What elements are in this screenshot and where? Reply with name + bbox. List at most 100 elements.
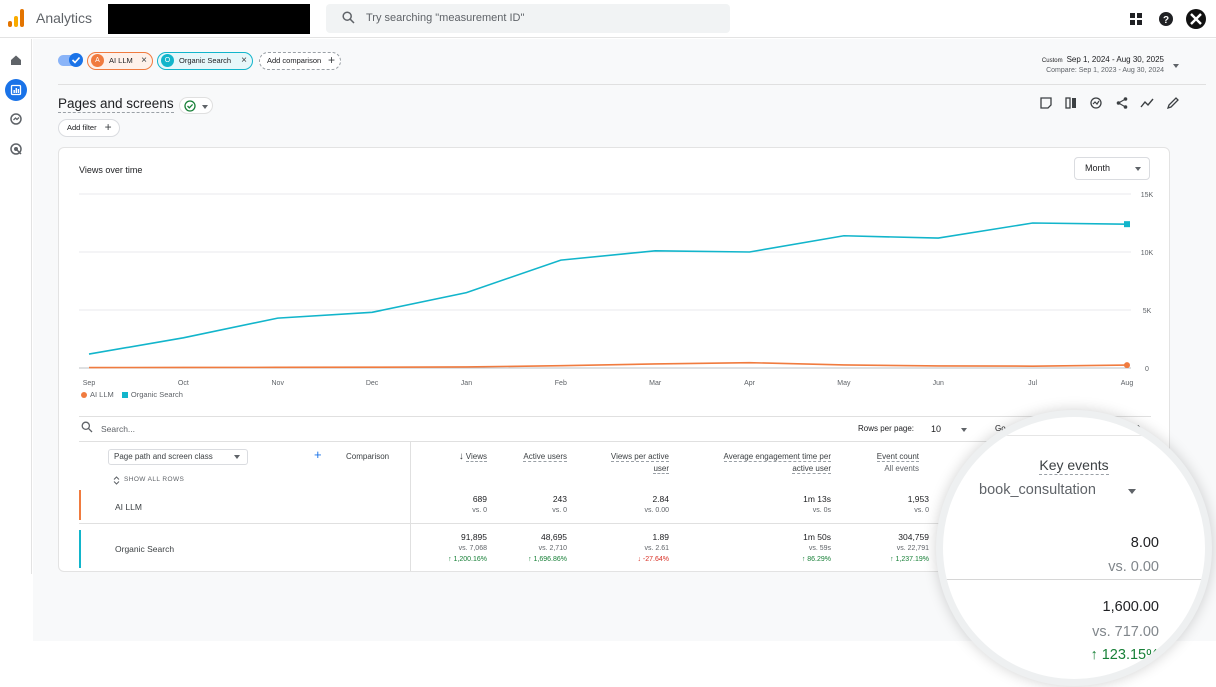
row-label-ai-llm[interactable]: AI LLM: [115, 502, 142, 512]
y-tick-label: 5K: [1143, 308, 1152, 315]
chip-label: AI LLM: [109, 56, 133, 65]
col-header-engagement-time[interactable]: Average engagement time per active user: [723, 452, 831, 474]
col-header-event-count[interactable]: Event count All events: [876, 452, 919, 473]
bar-chart-icon: [10, 84, 22, 96]
cell-delta: ↑ 1,237.19%: [890, 556, 929, 563]
expand-icon: [113, 476, 120, 485]
dimension-select[interactable]: Page path and screen class: [108, 449, 248, 465]
cell-delta: ↑ 1,696.86%: [528, 556, 567, 563]
cell-compare: vs. 7,068: [458, 545, 487, 552]
cell-compare: vs. 0: [914, 507, 929, 514]
account-selector-redacted[interactable]: [108, 4, 310, 34]
key-event-name[interactable]: book_consultation: [979, 482, 1096, 498]
comparison-toggle[interactable]: [58, 53, 83, 67]
chevron-down-icon[interactable]: [1128, 489, 1136, 494]
close-icon[interactable]: ×: [241, 55, 247, 66]
comparison-chip-ai-llm[interactable]: A AI LLM ×: [87, 52, 153, 70]
insights-icon[interactable]: [1089, 96, 1103, 110]
search-icon: [342, 11, 355, 24]
legend-swatch-ai-llm: [81, 392, 87, 398]
x-tick-label: Feb: [555, 380, 567, 387]
svg-text:?: ?: [1163, 15, 1169, 26]
rows-per-page-select[interactable]: 10: [931, 424, 942, 434]
share-icon[interactable]: [1115, 96, 1129, 110]
cell-value: 243: [552, 494, 567, 504]
granularity-value: Month: [1085, 163, 1111, 173]
series-line-ai-llm: [88, 361, 1128, 369]
chevron-down-icon[interactable]: [961, 428, 967, 432]
report-status-button[interactable]: [179, 97, 213, 114]
key-events-organic-value: 1,600.00: [1102, 599, 1159, 615]
views-line-chart: 15K 10K 5K 0 Sep Oct Nov Dec Jan Feb Mar Apr May Jun J…: [79, 192, 1154, 387]
series-line-organic-search: [88, 222, 1128, 355]
key-events-header[interactable]: Key events: [1039, 457, 1109, 475]
x-tick-label: Nov: [272, 380, 285, 387]
top-bar: Analytics Try searching "measurement ID"…: [0, 0, 1216, 38]
plus-icon: +: [104, 120, 112, 134]
row-divider: [943, 579, 1205, 580]
x-tick-label: Apr: [744, 380, 756, 387]
table-cell: 689 vs. 0: [397, 494, 487, 516]
table-cell: 1m 13s vs. 0s: [741, 494, 831, 516]
row-label-organic-search[interactable]: Organic Search: [115, 544, 175, 554]
plus-icon: +: [327, 53, 335, 67]
y-tick-label: 15K: [1141, 192, 1154, 199]
cell-compare: vs. 2,710: [538, 545, 567, 552]
compare-icon[interactable]: [1064, 96, 1078, 110]
compare-range: Compare: Sep 1, 2023 - Aug 30, 2024: [1046, 67, 1164, 74]
legend-swatch-organic: [121, 392, 128, 398]
show-all-rows-button[interactable]: SHOW ALL ROWS: [124, 476, 185, 483]
search-input[interactable]: Try searching "measurement ID": [326, 4, 730, 33]
advertising-icon[interactable]: [5, 138, 27, 160]
col-header-views[interactable]: ↓ Views: [458, 451, 487, 462]
granularity-select[interactable]: Month: [1074, 157, 1150, 180]
x-tick-label: Aug: [1121, 380, 1134, 387]
x-tick-label: Jun: [933, 380, 944, 387]
cell-compare: vs. 2.61: [644, 545, 669, 552]
explore-icon[interactable]: [5, 108, 27, 130]
comparison-chip-organic-search[interactable]: O Organic Search ×: [157, 52, 253, 70]
help-icon[interactable]: ?: [1156, 9, 1176, 29]
search-icon: [81, 421, 93, 433]
y-tick-label: 0: [1145, 366, 1149, 373]
cell-compare: vs. 59s: [808, 545, 831, 552]
legend-organic: Organic Search: [130, 390, 183, 399]
cell-value: 48,695: [541, 532, 567, 542]
table-cell: 1m 50s vs. 59s ↑ 86.29%: [741, 532, 831, 565]
date-prefix: Custom: [1041, 58, 1063, 64]
cell-value: 1m 13s: [803, 494, 831, 504]
analytics-logo-icon[interactable]: [8, 9, 24, 27]
dimension-label: Page path and screen class: [114, 452, 213, 461]
add-comparison-label: Add comparison: [267, 56, 322, 65]
left-nav: [0, 39, 32, 574]
cell-value: 91,895: [461, 532, 487, 542]
note-icon[interactable]: [1039, 96, 1053, 110]
chevron-down-icon[interactable]: [1173, 64, 1179, 68]
cell-compare: vs. 0s: [812, 507, 831, 514]
x-tick-label: Dec: [366, 380, 379, 387]
col-header-active-users[interactable]: Active users: [523, 452, 567, 462]
add-dimension-plus-icon[interactable]: +: [314, 447, 322, 462]
table-search-input[interactable]: Search...: [101, 424, 136, 434]
edit-pencil-icon[interactable]: [1166, 96, 1180, 110]
rows-per-page-label: Rows per page:: [858, 424, 915, 433]
y-tick-label: 10K: [1141, 250, 1154, 257]
page-title: Pages and screens: [58, 96, 174, 113]
reports-icon[interactable]: [5, 79, 27, 101]
cell-compare: vs. 0: [472, 507, 487, 514]
account-avatar[interactable]: [1185, 8, 1207, 30]
add-comparison-button[interactable]: Add comparison +: [259, 52, 341, 70]
date-range-picker[interactable]: Custom Sep 1, 2024 - Aug 30, 2025 Compare…: [1042, 55, 1164, 74]
table-cell: 1,953 vs. 0: [839, 494, 929, 516]
trend-icon[interactable]: [1140, 96, 1154, 110]
close-icon[interactable]: ×: [141, 55, 147, 66]
table-cell: 304,759 vs. 22,791 ↑ 1,237.19%: [839, 532, 929, 565]
chart-legend: AI LLM Organic Search: [81, 390, 183, 399]
home-icon[interactable]: [5, 49, 27, 71]
date-range: Sep 1, 2024 - Aug 30, 2025: [1066, 55, 1164, 64]
col-header-views-per-user[interactable]: Views per active user: [610, 452, 669, 474]
add-filter-button[interactable]: Add filter +: [58, 119, 120, 137]
cell-delta: ↑ 86.29%: [801, 556, 831, 563]
apps-grid-icon[interactable]: [1126, 9, 1146, 29]
